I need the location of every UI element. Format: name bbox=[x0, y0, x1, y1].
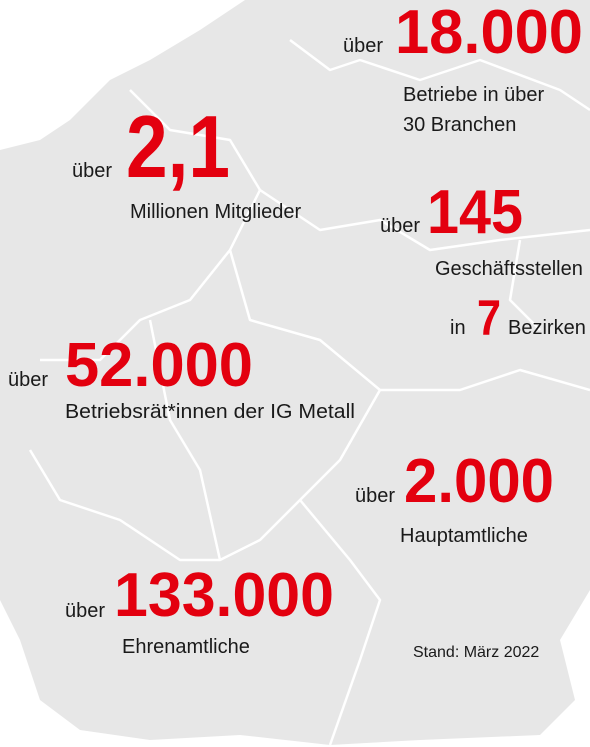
stat-description: Betriebsrät*innen der IG Metall bbox=[65, 401, 355, 423]
stat-description: Hauptamtliche bbox=[400, 525, 528, 547]
state-border bbox=[289, 39, 590, 112]
stat-description: Geschäftsstellen bbox=[435, 258, 583, 280]
state-border bbox=[299, 499, 382, 746]
stat-number: 7 bbox=[477, 290, 501, 346]
state-border bbox=[508, 239, 541, 331]
stat-number: 2.000 bbox=[404, 447, 554, 516]
footnote: Stand: März 2022 bbox=[413, 644, 539, 661]
state-border bbox=[259, 188, 590, 252]
stat-description: Millionen Mitglieder bbox=[130, 201, 302, 223]
stat-suffix: Bezirken bbox=[508, 317, 586, 339]
stat-description: 30 Branchen bbox=[403, 114, 516, 136]
stat-number: 52.000 bbox=[65, 331, 253, 400]
stat-prefix: über bbox=[65, 600, 105, 622]
stat-prefix: über bbox=[355, 485, 395, 507]
stat-number: 18.000 bbox=[395, 0, 583, 67]
state-border bbox=[148, 319, 222, 561]
stat-prefix: in bbox=[450, 317, 466, 339]
stat-prefix: über bbox=[8, 369, 48, 391]
stat-number: 145 bbox=[427, 178, 523, 247]
stat-prefix: über bbox=[380, 215, 420, 237]
stat-description: Betriebe in über bbox=[403, 84, 545, 106]
stat-number: 133.000 bbox=[114, 561, 334, 630]
stat-number: 2,1 bbox=[126, 97, 230, 196]
stat-prefix: über bbox=[72, 160, 112, 182]
stat-description: Ehrenamtliche bbox=[122, 636, 250, 658]
stat-prefix: über bbox=[343, 35, 383, 57]
